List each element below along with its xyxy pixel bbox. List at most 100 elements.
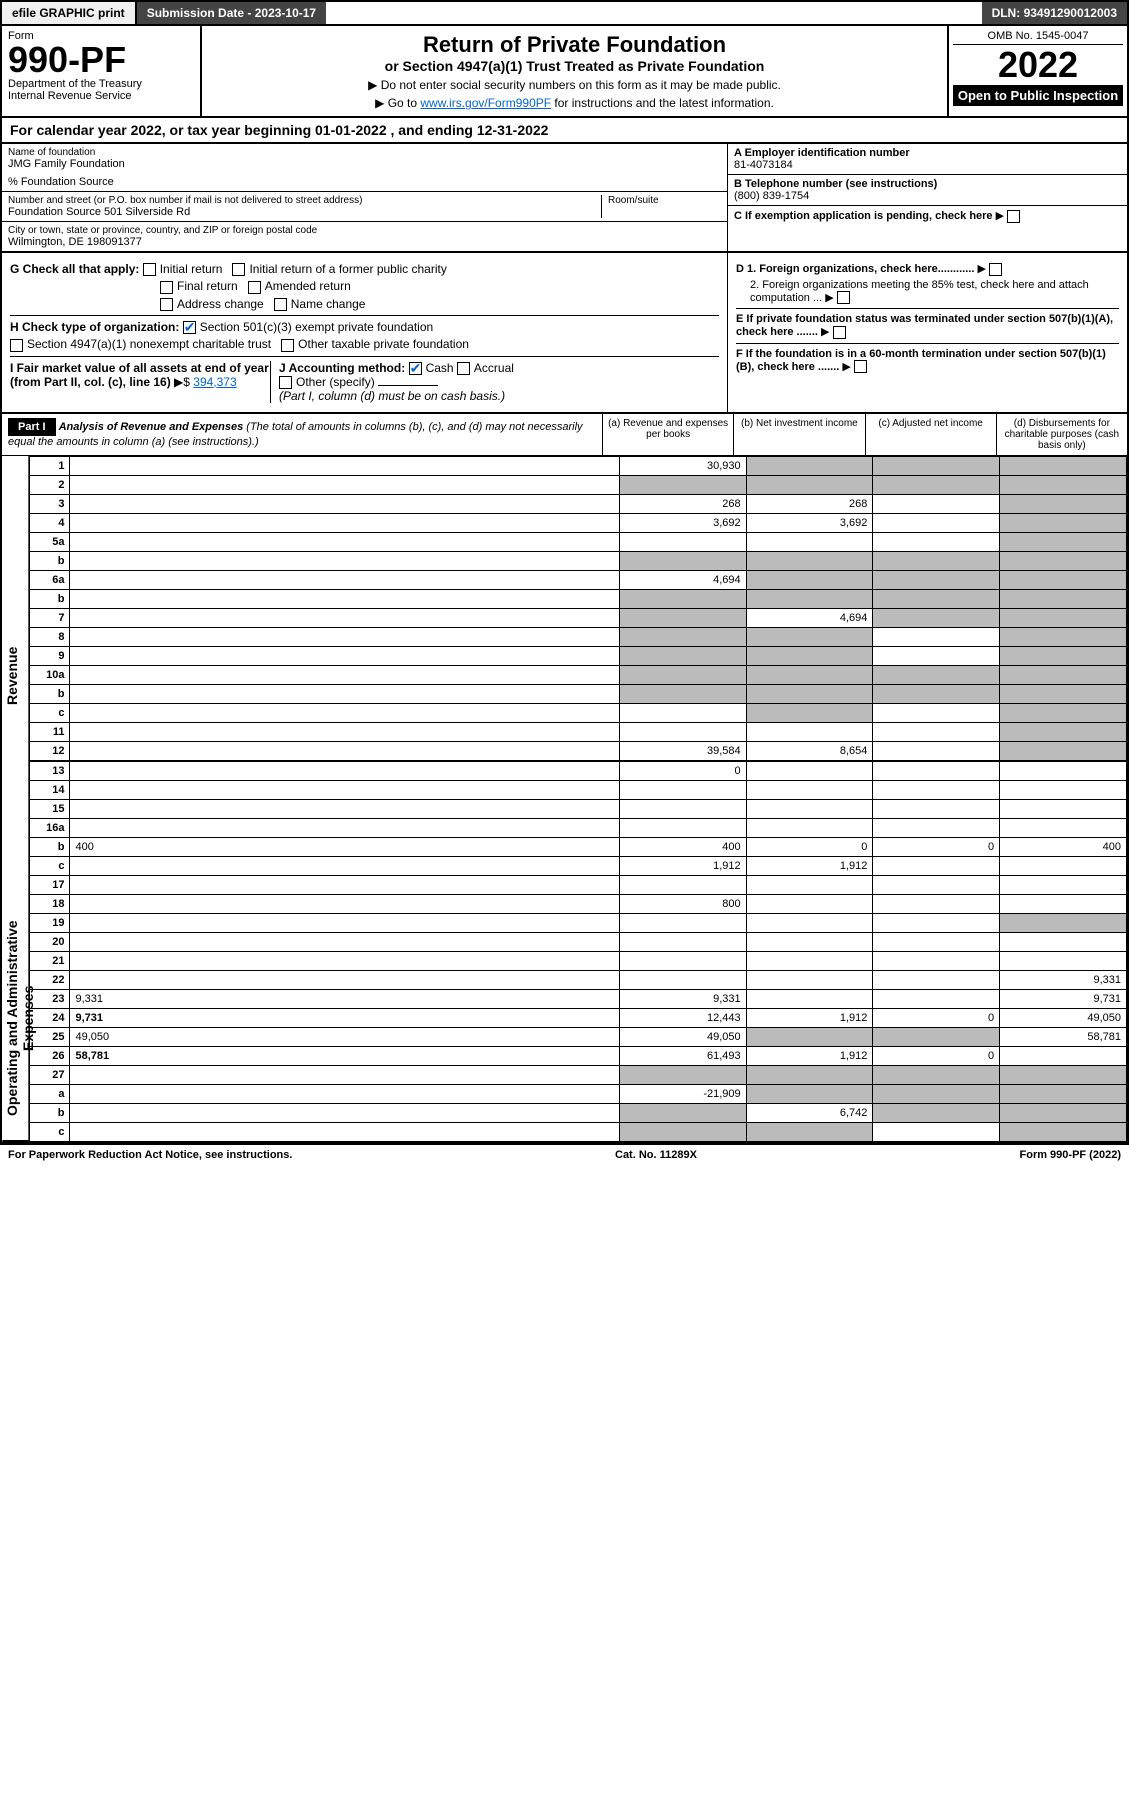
year-block: OMB No. 1545-0047 2022 Open to Public In…: [947, 26, 1127, 116]
table-row: 11: [30, 723, 1127, 742]
amended-return-checkbox[interactable]: [248, 281, 261, 294]
col-d-val: [1000, 704, 1127, 723]
name-change-checkbox[interactable]: [274, 298, 287, 311]
col-a-val: 268: [619, 495, 746, 514]
initial-public-checkbox[interactable]: [232, 263, 245, 276]
foreign-org-checkbox[interactable]: [989, 263, 1002, 276]
line-desc: [70, 495, 619, 514]
col-b-val: [746, 1123, 873, 1142]
col-c-val: [873, 1085, 1000, 1104]
final-return-checkbox[interactable]: [160, 281, 173, 294]
col-b-val: 0: [746, 838, 873, 857]
col-a-val: [619, 628, 746, 647]
g-row: G Check all that apply: Initial return I…: [10, 262, 719, 276]
part1: Part I Analysis of Revenue and Expenses …: [0, 414, 1129, 1144]
col-b-val: [746, 723, 873, 742]
line-num: b: [30, 552, 70, 571]
501c3-checkbox[interactable]: [183, 321, 196, 334]
col-a-val: [619, 819, 746, 838]
line-num: 8: [30, 628, 70, 647]
initial-return-checkbox[interactable]: [143, 263, 156, 276]
table-row: 1239,5848,654: [30, 742, 1127, 762]
name-cell: Name of foundation JMG Family Foundation…: [2, 144, 727, 192]
h-row: H Check type of organization: Section 50…: [10, 315, 719, 334]
col-d-val: [1000, 552, 1127, 571]
col-d-val: [1000, 819, 1127, 838]
address-change-checkbox[interactable]: [160, 298, 173, 311]
efile-print-button[interactable]: efile GRAPHIC print: [2, 2, 137, 24]
line-num: 17: [30, 876, 70, 895]
col-a-val: [619, 685, 746, 704]
col-d-val: [1000, 628, 1127, 647]
col-c-val: [873, 628, 1000, 647]
cash-checkbox[interactable]: [409, 362, 422, 375]
col-a-val: [619, 876, 746, 895]
col-b-val: 1,912: [746, 1047, 873, 1066]
calendar-year-row: For calendar year 2022, or tax year begi…: [0, 118, 1129, 144]
terminated-checkbox[interactable]: [833, 326, 846, 339]
col-c-val: [873, 990, 1000, 1009]
col-a-val: 800: [619, 895, 746, 914]
col-a-val: 39,584: [619, 742, 746, 762]
address-cell: Number and street (or P.O. box number if…: [2, 192, 727, 222]
accrual-checkbox[interactable]: [457, 362, 470, 375]
col-c-val: [873, 857, 1000, 876]
col-d-val: [1000, 533, 1127, 552]
col-c-val: [873, 1123, 1000, 1142]
line-desc: 9,331: [70, 990, 619, 1009]
col-a-val: [619, 647, 746, 666]
col-b-val: [746, 933, 873, 952]
exemption-checkbox[interactable]: [1007, 210, 1020, 223]
col-b-val: [746, 819, 873, 838]
line-num: 19: [30, 914, 70, 933]
col-d-header: (d) Disbursements for charitable purpose…: [996, 414, 1127, 455]
col-a-val: [619, 914, 746, 933]
line-num: b: [30, 1104, 70, 1123]
85pct-checkbox[interactable]: [837, 291, 850, 304]
col-d-val: [1000, 914, 1127, 933]
60month-checkbox[interactable]: [854, 360, 867, 373]
col-a-val: [619, 933, 746, 952]
check-section: G Check all that apply: Initial return I…: [0, 253, 1129, 414]
tax-year: 2022: [953, 45, 1123, 85]
line-desc: [70, 457, 619, 476]
line-desc: [70, 533, 619, 552]
col-b-val: 1,912: [746, 857, 873, 876]
line-desc: [70, 742, 619, 762]
col-d-val: [1000, 781, 1127, 800]
col-d-val: 400: [1000, 838, 1127, 857]
col-b-val: [746, 1066, 873, 1085]
line-num: 12: [30, 742, 70, 762]
line-num: 6a: [30, 571, 70, 590]
line-num: 7: [30, 609, 70, 628]
col-c-val: [873, 609, 1000, 628]
col-d-val: [1000, 933, 1127, 952]
line-num: 13: [30, 761, 70, 781]
col-c-val: [873, 876, 1000, 895]
col-a-val: [619, 476, 746, 495]
col-c-val: [873, 457, 1000, 476]
col-c-val: [873, 666, 1000, 685]
col-c-val: [873, 781, 1000, 800]
fmv-value-link[interactable]: 394,373: [193, 375, 236, 389]
line-num: 14: [30, 781, 70, 800]
instructions-link[interactable]: www.irs.gov/Form990PF: [420, 96, 551, 110]
col-a-val: [619, 781, 746, 800]
col-c-val: [873, 476, 1000, 495]
other-method-checkbox[interactable]: [279, 376, 292, 389]
table-row: 9: [30, 647, 1127, 666]
4947-checkbox[interactable]: [10, 339, 23, 352]
col-c-val: [873, 647, 1000, 666]
line-desc: [70, 876, 619, 895]
line-desc: [70, 933, 619, 952]
other-taxable-checkbox[interactable]: [281, 339, 294, 352]
line-desc: [70, 514, 619, 533]
line-desc: [70, 666, 619, 685]
expenses-side-label: Operating and Administrative Expenses: [2, 896, 28, 1142]
col-c-header: (c) Adjusted net income: [865, 414, 996, 455]
table-row: 21: [30, 952, 1127, 971]
col-c-val: [873, 895, 1000, 914]
col-b-val: [746, 761, 873, 781]
col-b-val: [746, 914, 873, 933]
table-row: b6,742: [30, 1104, 1127, 1123]
